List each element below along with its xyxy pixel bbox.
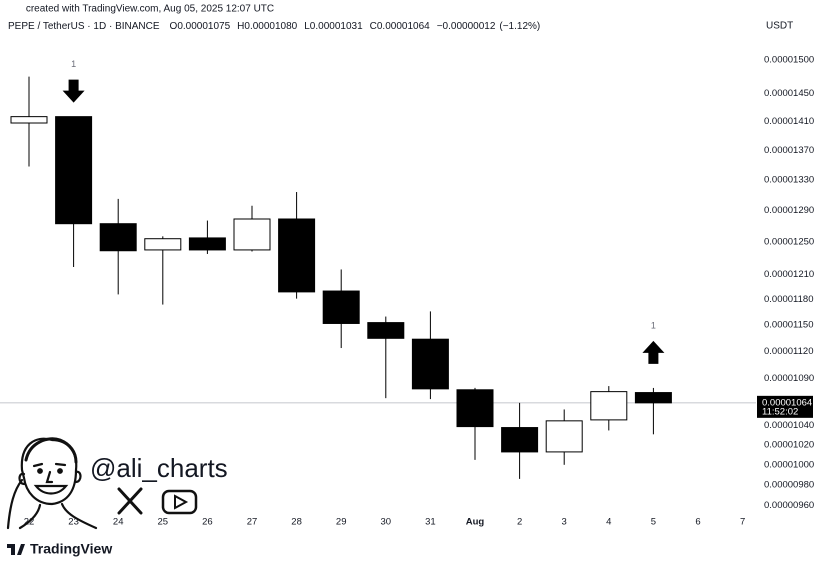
candle-body bbox=[10, 116, 48, 124]
y-tick-label: 0.00001250 bbox=[764, 236, 814, 247]
annotation-label: 1 bbox=[651, 320, 656, 330]
candle-body bbox=[233, 218, 271, 251]
change-pct: (−1.12%) bbox=[499, 21, 540, 32]
y-tick-label: 0.00001120 bbox=[764, 346, 814, 357]
watermark: created with TradingView.com, Aug 05, 20… bbox=[26, 4, 274, 15]
arrow-up bbox=[642, 340, 665, 364]
y-tick-label: 0.00000960 bbox=[764, 500, 814, 511]
y-tick-label: 0.00001450 bbox=[764, 88, 814, 99]
y-tick-label: 0.00001180 bbox=[764, 294, 814, 305]
candle-body bbox=[188, 237, 226, 251]
logo-text: TradingView bbox=[30, 541, 112, 557]
legend-value: 0.00001064 bbox=[377, 21, 430, 32]
x-tick-label: 3 bbox=[562, 517, 567, 528]
y-tick-label: 0.00001500 bbox=[764, 54, 814, 65]
x-tick-label: 29 bbox=[336, 517, 347, 528]
y-tick-label: 0.00001410 bbox=[764, 116, 814, 127]
price-tag-label: 0.00001064 bbox=[762, 397, 812, 408]
x-tick-label: 2 bbox=[517, 517, 522, 528]
candle-body bbox=[411, 338, 449, 390]
x-tick-label: 26 bbox=[202, 517, 213, 528]
avatar bbox=[6, 437, 98, 530]
legend-prefix: C bbox=[370, 21, 377, 32]
y-tick-label: 0.00001150 bbox=[764, 320, 814, 331]
y-tick-label: 0.00001040 bbox=[764, 420, 814, 431]
legend-prefix: O bbox=[170, 21, 178, 32]
candle-body bbox=[456, 389, 494, 428]
youtube-icon[interactable] bbox=[161, 489, 198, 515]
candle-body bbox=[99, 223, 137, 252]
x-tick-label: 25 bbox=[158, 517, 169, 528]
annotation-label: 1 bbox=[71, 59, 76, 69]
tradingview-logo: TradingView bbox=[7, 541, 112, 557]
x-tick-label: 24 bbox=[113, 517, 124, 528]
x-icon[interactable] bbox=[117, 487, 143, 515]
x-tick-label: 4 bbox=[606, 517, 611, 528]
x-tick-label: 27 bbox=[247, 517, 258, 528]
y-tick-label: 0.00001020 bbox=[764, 440, 814, 451]
candle-body bbox=[322, 290, 360, 324]
candle-body bbox=[590, 391, 628, 421]
x-tick-label: 6 bbox=[695, 517, 700, 528]
change: −0.00000012 bbox=[437, 21, 496, 32]
candle-body bbox=[545, 420, 583, 453]
legend: PEPE / TetherUS · 1D · BINANCE O0.0000107… bbox=[8, 21, 540, 32]
y-tick-label: 0.00001090 bbox=[764, 373, 814, 384]
y-tick-label: 0.00001330 bbox=[764, 174, 814, 185]
plot: 0.00001500 0.00001450 0.00001410 0.00001370… bbox=[0, 54, 814, 528]
arrow-down bbox=[62, 79, 85, 103]
candle-body bbox=[144, 238, 182, 251]
candle-body bbox=[634, 392, 672, 404]
x-tick-label: 7 bbox=[740, 517, 745, 528]
legend-value: 0.00001031 bbox=[310, 21, 363, 32]
x-tick-label: 23 bbox=[68, 517, 79, 528]
candle-body bbox=[501, 427, 539, 453]
currency: USDT bbox=[766, 21, 793, 32]
candle-body bbox=[278, 218, 316, 293]
x-tick-label: 5 bbox=[651, 517, 656, 528]
legend-prefix: L bbox=[304, 21, 310, 32]
legend-prefix: H bbox=[237, 21, 244, 32]
y-tick-label: 0.00001290 bbox=[764, 205, 814, 216]
y-tick-label: 0.00001000 bbox=[764, 459, 814, 470]
y-tick-label: 0.00001210 bbox=[764, 269, 814, 280]
handle: @ali_charts bbox=[90, 453, 228, 483]
legend-value: 0.00001080 bbox=[244, 21, 297, 32]
y-tick-label: 0.00001370 bbox=[764, 145, 814, 156]
x-tick-label: 31 bbox=[425, 517, 436, 528]
x-tick-label: 30 bbox=[381, 517, 392, 528]
candle-body bbox=[367, 322, 405, 339]
y-tick-label: 0.00000980 bbox=[764, 480, 814, 491]
price-tag bbox=[757, 395, 813, 418]
price-countdown: 11:52:02 bbox=[762, 406, 798, 417]
x-tick-label: 28 bbox=[291, 517, 302, 528]
symbol: PEPE / TetherUS · 1D · BINANCE bbox=[8, 21, 160, 32]
candle-body bbox=[55, 116, 93, 225]
x-tick-label: Aug bbox=[466, 517, 485, 528]
legend-value: 0.00001075 bbox=[177, 21, 230, 32]
